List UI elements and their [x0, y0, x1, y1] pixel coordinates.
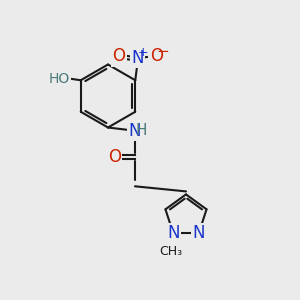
Text: O: O [112, 47, 126, 65]
Text: H: H [136, 123, 147, 138]
Text: O: O [108, 148, 121, 166]
Text: CH₃: CH₃ [159, 245, 182, 258]
Text: +: + [138, 46, 149, 59]
Text: N: N [192, 224, 205, 242]
Text: O: O [150, 47, 163, 65]
Text: −: − [157, 44, 169, 59]
Text: N: N [167, 224, 180, 242]
Text: N: N [131, 49, 144, 67]
Text: HO: HO [49, 72, 70, 86]
Text: N: N [129, 122, 141, 140]
